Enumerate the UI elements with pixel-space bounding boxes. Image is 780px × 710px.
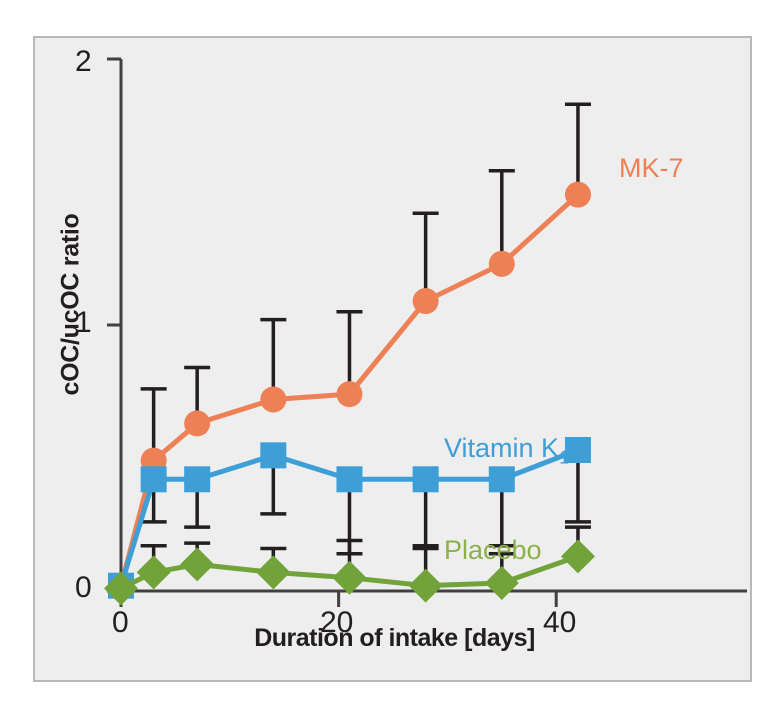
series-label-placebo: Placebo bbox=[444, 535, 542, 565]
data-point-diamond bbox=[136, 555, 171, 590]
x-tick-label-40: 40 bbox=[543, 606, 577, 639]
series-label-vitamin-k1-text: Vitamin K bbox=[444, 433, 560, 463]
data-point-diamond bbox=[104, 571, 138, 606]
data-point-square bbox=[184, 466, 211, 493]
data-point-diamond bbox=[332, 560, 367, 595]
data-point-square bbox=[140, 466, 167, 493]
series-vitamin-k1 bbox=[108, 437, 591, 599]
data-point-circle bbox=[488, 250, 515, 277]
data-point-diamond bbox=[484, 566, 519, 601]
data-point-square bbox=[260, 442, 287, 469]
data-point-square bbox=[488, 466, 515, 493]
series-label-vitamin-k1-subscript: 1 bbox=[559, 447, 570, 468]
chart-plot-area bbox=[104, 57, 747, 607]
data-point-square bbox=[412, 466, 439, 493]
y-tick-label-0: 0 bbox=[75, 571, 92, 604]
series-mk-7 bbox=[108, 181, 591, 599]
data-point-diamond bbox=[408, 568, 443, 603]
y-axis-title: cOC/ucOC ratio bbox=[56, 213, 85, 396]
data-point-circle bbox=[184, 410, 211, 437]
x-axis-title: Duration of intake [days] bbox=[254, 624, 535, 652]
x-tick-label-0: 0 bbox=[112, 606, 129, 639]
series-placebo bbox=[104, 539, 595, 606]
data-point-diamond bbox=[256, 555, 291, 590]
data-point-circle bbox=[412, 288, 439, 315]
data-point-circle bbox=[564, 181, 591, 208]
data-point-square bbox=[336, 466, 363, 493]
y-tick-label-2: 2 bbox=[75, 45, 92, 78]
errorbars-series-2 bbox=[140, 525, 591, 586]
y-tick-label-1: 1 bbox=[75, 306, 92, 339]
data-point-diamond bbox=[560, 539, 595, 574]
x-tick-label-20: 20 bbox=[320, 606, 354, 639]
errorbars-series-0 bbox=[140, 102, 591, 461]
data-point-diamond bbox=[180, 547, 215, 582]
data-point-circle bbox=[336, 381, 363, 408]
series-label-vitamin-k1: Vitamin K1 bbox=[444, 433, 569, 468]
data-point-square bbox=[564, 437, 591, 464]
data-point-circle bbox=[260, 386, 287, 413]
chart-figure: cOC/ucOC ratio Duration of intake [days]… bbox=[33, 36, 752, 682]
series-label-mk7: MK-7 bbox=[619, 153, 684, 183]
